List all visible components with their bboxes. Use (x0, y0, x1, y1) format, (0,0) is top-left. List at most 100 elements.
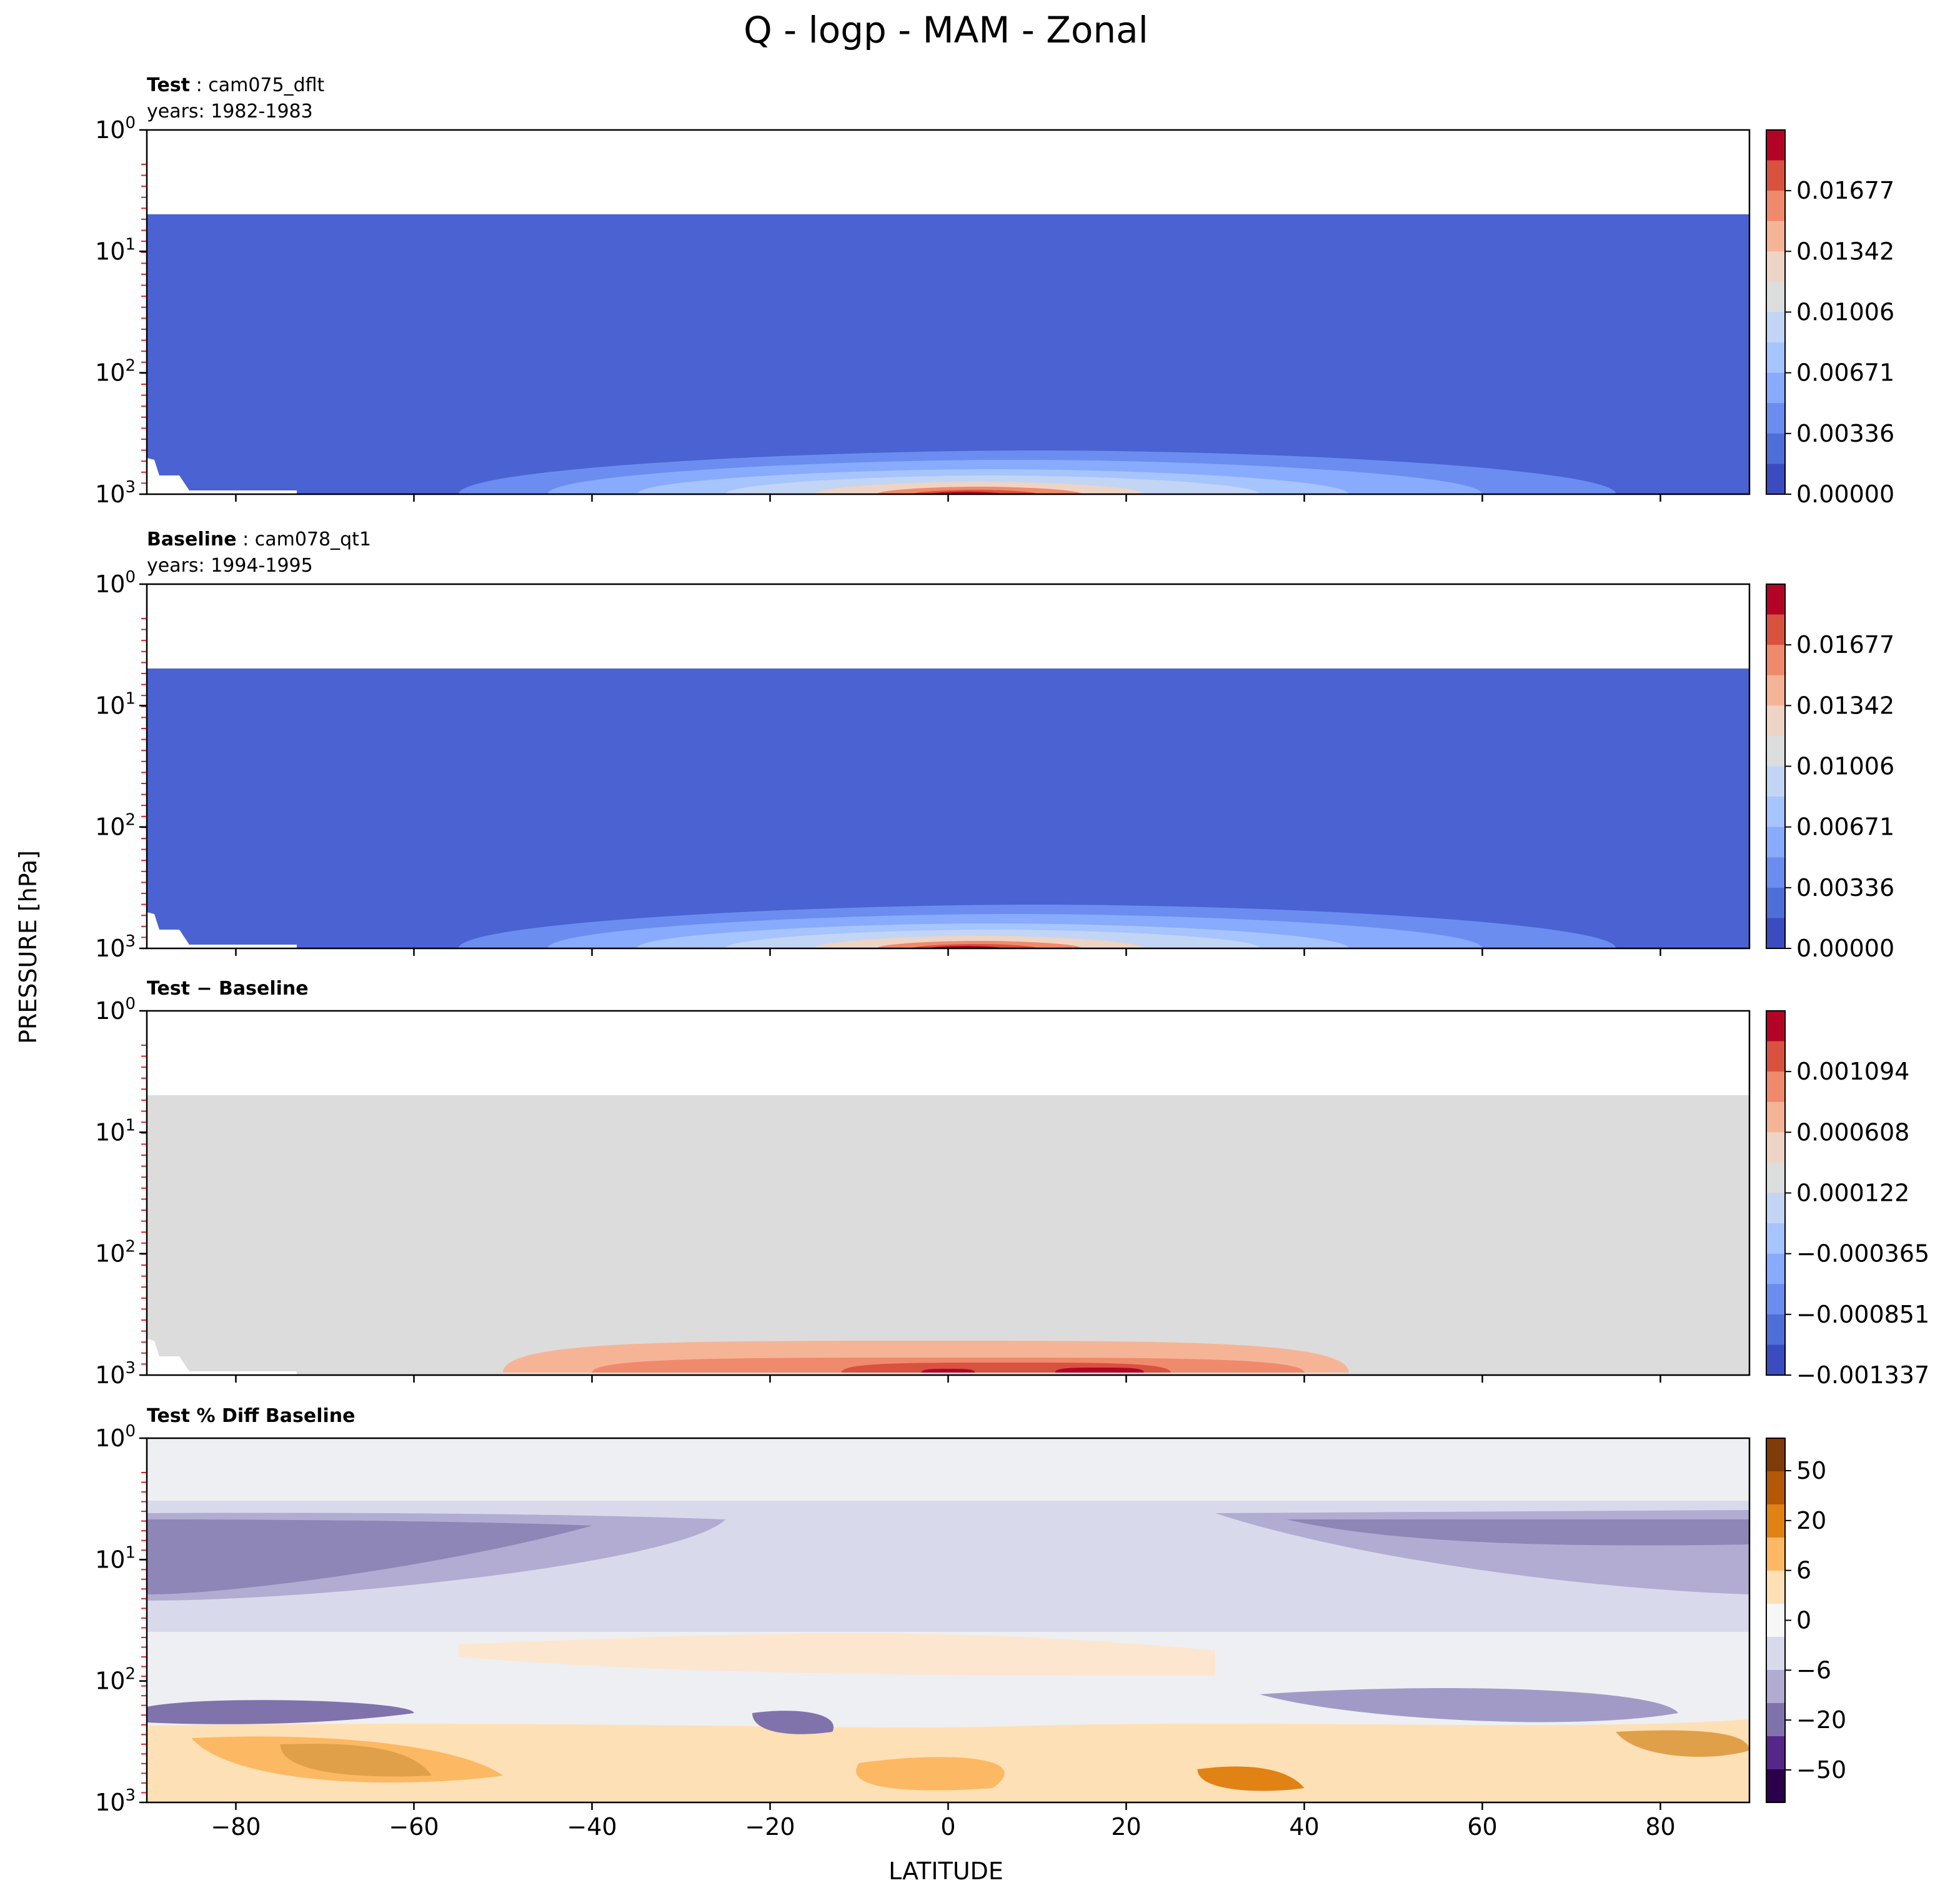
colorbar: 0.01677 0.01342 0.01006 0.00671 0.00336 0.000… (1766, 129, 1894, 508)
colorbar-swatch (1766, 1011, 1785, 1042)
contour-band (752, 1711, 834, 1734)
colorbar-tick-label: 0.00000 (1796, 935, 1894, 962)
colorbar-tick-label: −0.000365 (1796, 1240, 1929, 1268)
missing-data-region (147, 458, 297, 494)
panel-1: Test : cam075_dflt years: 1982-1983 100 101… (95, 74, 1894, 508)
colorbar-tick-label: 0.01006 (1796, 299, 1894, 326)
colorbar-tick-label: −6 (1796, 1656, 1831, 1684)
colorbar-swatch (1766, 645, 1785, 676)
y-tick-label: 101 (95, 1543, 136, 1573)
colorbar-swatch (1766, 191, 1785, 222)
missing-data-region (147, 1339, 297, 1375)
contour-band (280, 1744, 432, 1777)
colorbar-swatch (1766, 1736, 1785, 1770)
y-tick-label: 102 (95, 357, 136, 387)
colorbar-swatch (1766, 1071, 1785, 1103)
y-tick-label: 102 (95, 811, 136, 841)
panel-heading: Test : cam075_dflt (147, 74, 325, 96)
colorbar-swatch (1766, 766, 1785, 797)
y-tick-label: 102 (95, 1665, 136, 1695)
colorbar-tick-label: 20 (1796, 1507, 1826, 1534)
colorbar-swatch (1766, 1538, 1785, 1571)
colorbar: 0.01677 0.01342 0.01006 0.00671 0.00336 0.000… (1766, 584, 1894, 962)
y-tick-label: 100 (95, 114, 136, 144)
panel-heading: Test % Diff Baseline (147, 1405, 356, 1427)
colorbar-swatch (1766, 342, 1785, 374)
colorbar-swatch (1766, 675, 1785, 706)
panel-heading-bold: Test (147, 74, 190, 96)
panel-heading-run: : cam075_dflt (190, 74, 324, 96)
y-tick-label: 101 (95, 689, 136, 719)
y-tick-label: 103 (95, 932, 136, 962)
y-tick-label: 100 (95, 1422, 136, 1452)
x-tick-label: 60 (1467, 1813, 1497, 1841)
colorbar-swatch (1766, 464, 1785, 495)
y-tick-label: 101 (95, 235, 136, 265)
colorbar-swatch (1766, 403, 1785, 434)
y-tick-label: 103 (95, 1359, 136, 1389)
colorbar-swatch (1766, 251, 1785, 282)
colorbar-swatch (1766, 1769, 1785, 1803)
panel-3: Test − Baseline 100 101 102 103 0.001094 0.000… (95, 978, 1929, 1389)
colorbar-swatch (1766, 797, 1785, 828)
colorbar-tick-label: 0.00336 (1796, 420, 1894, 447)
missing-data-region (147, 912, 297, 948)
colorbar-swatch (1766, 1571, 1785, 1604)
panel-heading-bold: Baseline (147, 529, 237, 550)
colorbar-tick-label: −0.001337 (1796, 1361, 1929, 1389)
colorbar-tick-label: 0.00671 (1796, 813, 1894, 841)
x-axis-label: LATITUDE (888, 1857, 1003, 1885)
contour-band (921, 1369, 975, 1373)
colorbar-swatch (1766, 1438, 1785, 1472)
colorbar-swatch (1766, 312, 1785, 343)
colorbar-swatch (1766, 887, 1785, 919)
x-tick-label: −40 (567, 1813, 617, 1841)
colorbar-swatch (1766, 281, 1785, 313)
x-tick-label: −60 (389, 1813, 439, 1841)
panel-heading: Baseline : cam078_qt1 (147, 529, 371, 550)
colorbar-swatch (1766, 1041, 1785, 1072)
contour-band (856, 1757, 1005, 1791)
colorbar-swatch (1766, 372, 1785, 404)
y-tick-label: 103 (95, 1786, 136, 1816)
colorbar-swatch (1766, 1101, 1785, 1133)
colorbar-swatch (1766, 1670, 1785, 1704)
plot-fill (147, 668, 1749, 948)
colorbar-swatch (1766, 1223, 1785, 1255)
colorbar-tick-label: 0 (1796, 1607, 1811, 1634)
colorbar-tick-label: 0.01342 (1796, 692, 1894, 719)
colorbar-swatch (1766, 705, 1785, 737)
colorbar-swatch (1766, 1703, 1785, 1737)
colorbar-swatch (1766, 584, 1785, 615)
colorbar-swatch (1766, 1604, 1785, 1637)
y-tick-label: 101 (95, 1116, 136, 1146)
x-tick-label: −80 (211, 1813, 261, 1841)
colorbar-swatch (1766, 1471, 1785, 1505)
colorbar-swatch (1766, 1253, 1785, 1284)
x-tick-label: 20 (1111, 1813, 1141, 1841)
contour-band (147, 1519, 592, 1594)
x-tick-label: 0 (940, 1813, 955, 1841)
x-tick-label: 40 (1289, 1813, 1319, 1841)
x-tick-label: 80 (1645, 1813, 1675, 1841)
colorbar-swatch (1766, 918, 1785, 949)
y-tick-label: 102 (95, 1238, 136, 1268)
y-tick-label: 100 (95, 568, 136, 598)
panel-2: Baseline : cam078_qt1 years: 1994-1995 100… (95, 529, 1894, 962)
contour-band (1197, 1766, 1305, 1791)
colorbar-swatch (1766, 1162, 1785, 1194)
colorbar: 0.001094 0.000608 0.000122 −0.000365 −0.0008… (1766, 1010, 1929, 1389)
plot-fill (147, 1095, 1749, 1375)
colorbar-swatch (1766, 1193, 1785, 1224)
colorbar-tick-label: −50 (1796, 1756, 1846, 1784)
colorbar-tick-label: 0.00336 (1796, 874, 1894, 902)
colorbar-tick-label: −20 (1796, 1706, 1846, 1734)
colorbar-tick-label: 0.00000 (1796, 480, 1894, 508)
colorbar-swatch (1766, 1284, 1785, 1315)
contour-band (1616, 1730, 1749, 1757)
x-tick-label: −20 (745, 1813, 795, 1841)
colorbar: 50 20 6 0 −6 −20 −50 (1766, 1438, 1846, 1803)
colorbar-tick-label: −0.000851 (1796, 1301, 1929, 1328)
